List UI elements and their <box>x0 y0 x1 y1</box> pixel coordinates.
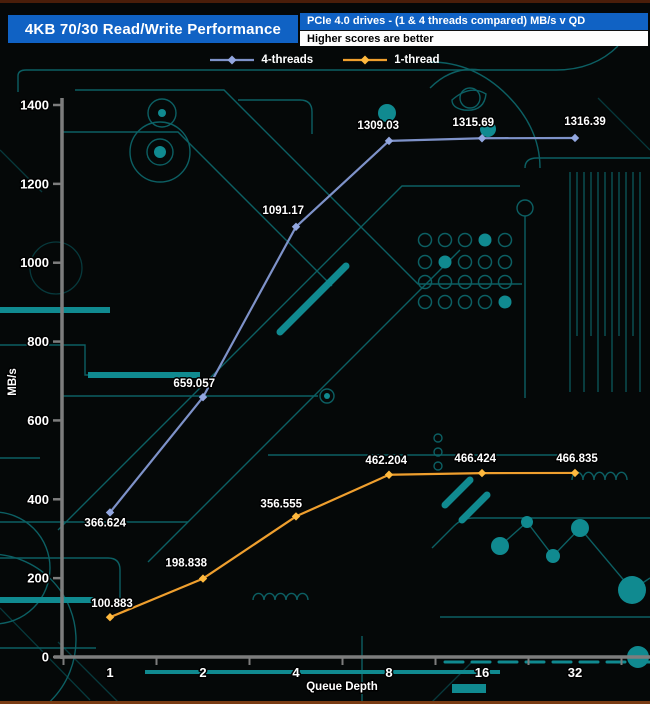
data-label: 462.204 <box>365 455 407 467</box>
series-line <box>109 136 576 514</box>
data-label: 659.057 <box>173 378 215 390</box>
legend-label: 1-thread <box>394 54 440 66</box>
note-bar: Higher scores are better <box>300 30 648 46</box>
data-label: 100.883 <box>91 598 133 610</box>
data-point-marker <box>384 470 394 479</box>
data-label: 1315.69 <box>452 117 494 129</box>
x-tick-label: 2 <box>199 665 206 680</box>
data-point-marker <box>105 508 115 517</box>
data-point-marker <box>291 512 301 521</box>
legend-marker-icon <box>210 55 255 65</box>
data-point-marker <box>291 222 301 231</box>
x-tick-label: 32 <box>568 665 582 680</box>
data-point-marker <box>198 392 208 402</box>
data-point-marker <box>477 134 487 143</box>
data-point-marker <box>198 574 208 583</box>
data-label: 198.838 <box>165 558 207 570</box>
data-point-marker <box>477 468 487 478</box>
y-tick-label: 400 <box>27 492 49 507</box>
x-tick-label: 1 <box>106 665 113 680</box>
data-point-marker <box>384 136 394 146</box>
data-label: 1316.39 <box>564 116 606 128</box>
data-label: 366.624 <box>84 517 126 529</box>
x-axis-title: Queue Depth <box>306 681 378 693</box>
series-line <box>109 471 576 619</box>
legend-item-4-threads: 4-threads <box>210 54 313 66</box>
y-tick-label: 1200 <box>20 176 49 191</box>
y-axis-title: MB/s <box>7 368 19 395</box>
data-point-marker <box>105 613 115 622</box>
data-label: 1309.03 <box>357 120 399 132</box>
bottom-border <box>0 701 650 704</box>
series-1-thread: 100.883 198.838 356.555 462.204 466.424 466.8… <box>90 451 600 622</box>
data-point-marker <box>570 468 580 478</box>
data-label: 466.835 <box>556 453 598 465</box>
subtitle-bar: PCIe 4.0 drives - (1 & 4 threads compare… <box>300 13 648 30</box>
x-tick-label: 8 <box>385 665 392 680</box>
series-4-threads: 366.624 659.057 1091.17 1309.03 1315.69 1316.… <box>83 114 607 530</box>
legend-marker-icon <box>343 55 388 65</box>
y-tick-label: 0 <box>42 650 49 665</box>
top-border <box>0 0 650 3</box>
legend-label: 4-threads <box>261 54 314 66</box>
chart-legend: 4-threads 1-thread <box>0 54 650 66</box>
y-tick-label: 1000 <box>20 255 49 270</box>
x-tick-label: 4 <box>292 665 300 680</box>
y-tick-label: 1400 <box>20 98 49 113</box>
data-label: 1091.17 <box>262 205 304 217</box>
data-label: 466.424 <box>454 453 496 465</box>
chart-title: 4KB 70/30 Read/Write Performance <box>8 15 298 43</box>
y-tick-label: 200 <box>27 571 49 586</box>
data-label: 356.555 <box>260 498 302 510</box>
data-point-marker <box>570 133 580 143</box>
y-tick-label: 600 <box>27 413 49 428</box>
x-tick-label: 16 <box>475 665 489 680</box>
header-subtitle-stack: PCIe 4.0 drives - (1 & 4 threads compare… <box>300 13 648 46</box>
legend-item-1-thread: 1-thread <box>343 54 440 66</box>
y-tick-label: 800 <box>27 334 49 349</box>
